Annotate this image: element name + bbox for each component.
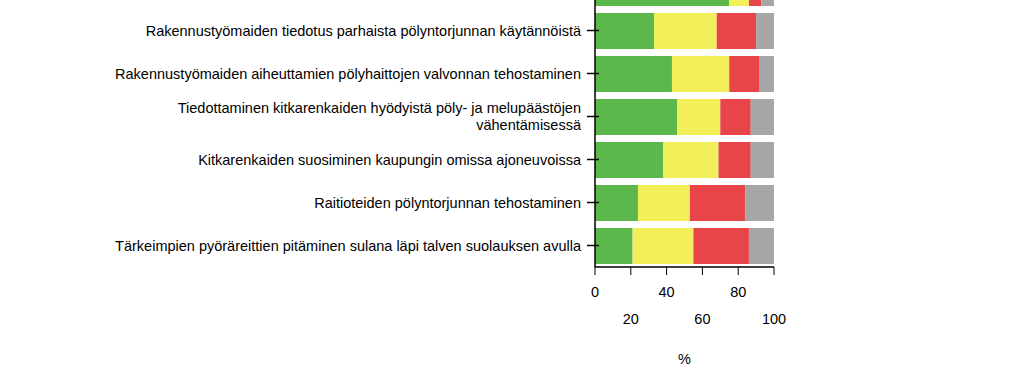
svg-text:40: 40 xyxy=(659,284,675,300)
svg-text:100: 100 xyxy=(762,311,786,327)
svg-text:%: % xyxy=(678,351,691,367)
svg-text:60: 60 xyxy=(694,311,710,327)
svg-text:Rakennustyömaiden tiedotus par: Rakennustyömaiden tiedotus parhaista pöl… xyxy=(146,23,582,39)
svg-text:80: 80 xyxy=(730,284,746,300)
svg-text:Tiedottaminen kitkarenkaiden h: Tiedottaminen kitkarenkaiden hyödyistä p… xyxy=(178,100,582,133)
svg-text:Tärkeimpien pyöräreittien pitä: Tärkeimpien pyöräreittien pitäminen sula… xyxy=(115,238,582,254)
svg-text:20: 20 xyxy=(623,311,639,327)
svg-text:Kitkarenkaiden suosiminen kaup: Kitkarenkaiden suosiminen kaupungin omis… xyxy=(198,152,582,168)
svg-text:Rakennustyömaiden aiheuttamien: Rakennustyömaiden aiheuttamien pölyhaitt… xyxy=(115,66,581,82)
svg-text:Raitioteiden pölyntorjunnan te: Raitioteiden pölyntorjunnan tehostaminen xyxy=(314,195,581,211)
svg-text:0: 0 xyxy=(591,284,599,300)
